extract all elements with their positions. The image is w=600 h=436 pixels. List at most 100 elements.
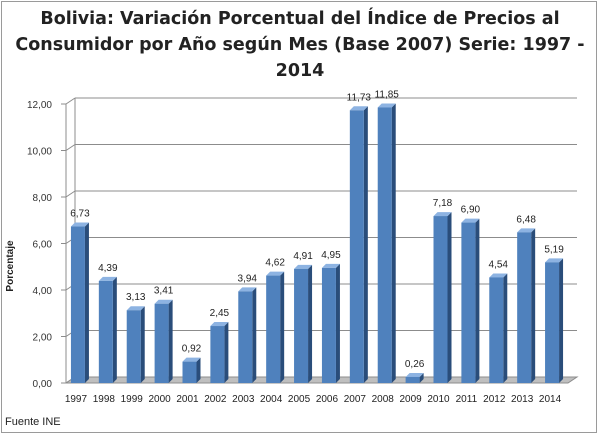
bar-side bbox=[112, 276, 117, 383]
x-tick-label: 2012 bbox=[483, 394, 506, 405]
bar-top bbox=[405, 372, 424, 377]
y-tick-label: 10,00 bbox=[27, 147, 52, 158]
x-tick-label: 1998 bbox=[93, 394, 116, 405]
bar-top bbox=[182, 357, 201, 362]
grid-connector bbox=[65, 190, 76, 198]
bar-side bbox=[475, 218, 480, 383]
data-label: 11,85 bbox=[375, 89, 400, 100]
bar bbox=[349, 110, 364, 383]
bar bbox=[266, 275, 281, 383]
bar-top bbox=[321, 263, 340, 268]
x-tick-label: 2008 bbox=[372, 394, 395, 405]
y-tick-label: 12,00 bbox=[27, 100, 52, 111]
bar-side bbox=[84, 222, 89, 383]
bar-top bbox=[126, 306, 145, 311]
data-label: 6,73 bbox=[70, 209, 90, 220]
bar-top bbox=[349, 106, 368, 111]
bar-side bbox=[308, 264, 313, 383]
x-tick-label: 2004 bbox=[260, 394, 283, 405]
bar bbox=[433, 216, 448, 383]
y-axis-title: Porcentaje bbox=[5, 240, 16, 292]
bar-top bbox=[70, 222, 89, 227]
bar-top bbox=[98, 276, 117, 281]
data-label: 2,45 bbox=[210, 308, 230, 319]
bar-top bbox=[238, 287, 257, 292]
bar bbox=[377, 107, 392, 384]
grid-connector bbox=[65, 144, 76, 151]
bar-side bbox=[391, 103, 396, 384]
data-label: 4,91 bbox=[293, 251, 313, 262]
bar bbox=[126, 310, 141, 383]
bar bbox=[321, 267, 336, 383]
data-label: 4,95 bbox=[321, 250, 341, 261]
chart-title: Bolivia: Variación Porcentual del Índice… bbox=[0, 6, 600, 84]
bar-top bbox=[517, 228, 536, 233]
grid-connector bbox=[65, 97, 76, 105]
bar bbox=[238, 291, 253, 383]
bar bbox=[461, 222, 476, 383]
data-label: 0,92 bbox=[182, 344, 202, 355]
data-label: 4,54 bbox=[489, 259, 509, 270]
source-note: Fuente INE bbox=[5, 416, 61, 428]
bar bbox=[489, 277, 504, 383]
x-tick-label: 2011 bbox=[456, 394, 478, 405]
data-label: 4,39 bbox=[98, 263, 118, 274]
bar bbox=[182, 361, 197, 383]
x-tick-label: 1999 bbox=[121, 394, 144, 405]
bar bbox=[98, 280, 113, 383]
chart-title-line-3: 2014 bbox=[275, 61, 325, 81]
bar-top bbox=[489, 273, 508, 278]
data-label: 4,62 bbox=[265, 258, 285, 269]
bar-top bbox=[433, 212, 452, 217]
x-tick-label: 2000 bbox=[148, 394, 171, 405]
x-tick-label: 2003 bbox=[232, 394, 255, 405]
bar-top bbox=[210, 322, 229, 327]
bar-side bbox=[419, 372, 424, 383]
chart-title-line-2: Consumidor por Año según Mes (Base 2007)… bbox=[15, 35, 585, 55]
bar bbox=[517, 232, 532, 383]
bar bbox=[294, 268, 309, 383]
x-tick-label: 2005 bbox=[288, 394, 311, 405]
bar-top bbox=[266, 271, 285, 276]
data-label: 6,48 bbox=[516, 214, 536, 225]
data-label: 3,41 bbox=[154, 286, 174, 297]
x-tick-label: 2006 bbox=[316, 394, 339, 405]
bar-top bbox=[154, 299, 173, 304]
x-tick-label: 2013 bbox=[511, 394, 534, 405]
bar bbox=[210, 326, 225, 383]
data-label: 11,73 bbox=[347, 92, 372, 103]
bar-side bbox=[140, 306, 145, 383]
y-tick-label: 8,00 bbox=[33, 193, 53, 204]
bar-side bbox=[503, 273, 508, 383]
x-tick-label: 2001 bbox=[176, 394, 199, 405]
bar-side bbox=[196, 357, 201, 383]
bar-side bbox=[447, 212, 452, 383]
bar-side bbox=[531, 228, 536, 383]
y-tick-label: 2,00 bbox=[33, 333, 53, 344]
bar-side bbox=[559, 258, 564, 383]
data-label: 3,13 bbox=[126, 292, 146, 303]
data-label: 5,19 bbox=[544, 244, 564, 255]
x-tick-label: 2014 bbox=[539, 394, 562, 405]
bar-top bbox=[461, 218, 480, 223]
y-tick-label: 4,00 bbox=[33, 286, 53, 297]
x-tick-label: 2007 bbox=[344, 394, 367, 405]
bar bbox=[154, 303, 169, 383]
x-tick-label: 2009 bbox=[399, 394, 422, 405]
x-tick-label: 1997 bbox=[65, 394, 88, 405]
bar-side bbox=[168, 299, 173, 383]
bar-side bbox=[252, 287, 257, 383]
bar-top bbox=[377, 103, 396, 108]
data-label: 3,94 bbox=[238, 273, 258, 284]
x-tick-label: 2002 bbox=[204, 394, 227, 405]
bar bbox=[545, 262, 560, 383]
bar-top bbox=[545, 258, 564, 263]
data-label: 7,18 bbox=[433, 198, 453, 209]
bar-side bbox=[280, 271, 285, 383]
bar-top bbox=[294, 264, 313, 269]
data-label: 0,26 bbox=[405, 359, 425, 370]
data-label: 6,90 bbox=[461, 205, 481, 216]
bar bbox=[405, 376, 420, 383]
